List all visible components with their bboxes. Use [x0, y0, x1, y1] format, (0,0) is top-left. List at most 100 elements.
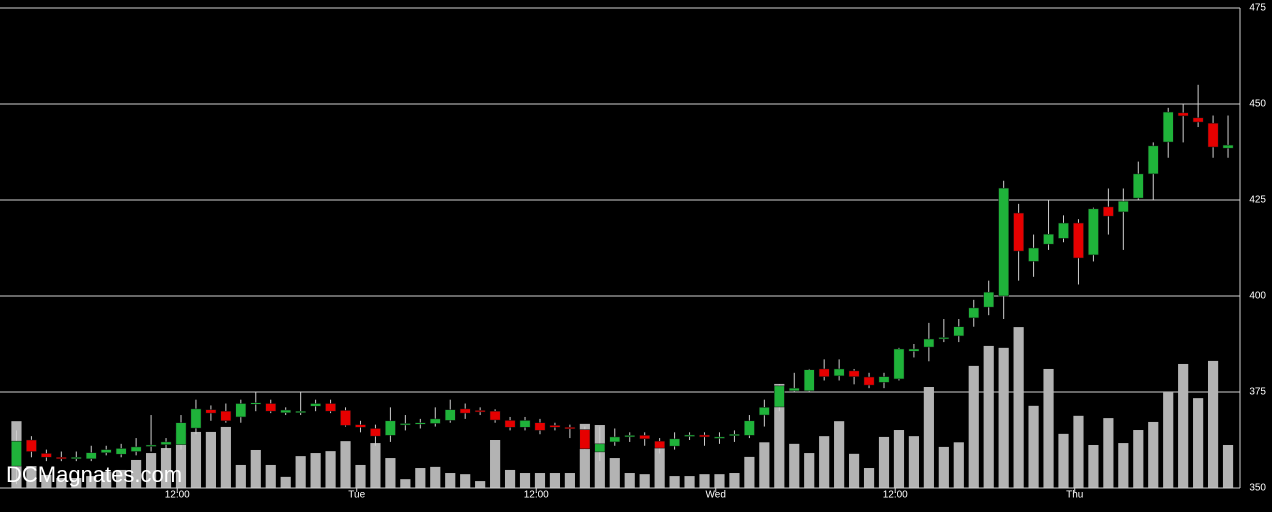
volume-bar — [415, 468, 426, 488]
volume-bar — [1222, 444, 1234, 488]
candle-body — [444, 409, 456, 421]
candle-body — [459, 408, 471, 414]
volume-bar — [340, 441, 351, 488]
volume-bar — [804, 453, 815, 488]
candle-body — [594, 443, 606, 453]
volume-bar — [265, 464, 276, 488]
candle-body — [1207, 122, 1219, 148]
volume-bar — [938, 446, 949, 488]
candle-body — [220, 410, 232, 422]
volume-bar — [519, 473, 531, 488]
volume-bar — [923, 387, 934, 488]
volume-bar — [1118, 443, 1129, 488]
volume-bar — [534, 473, 546, 488]
candle-body — [1043, 233, 1054, 245]
x-tick-label: Wed — [706, 490, 726, 501]
volume-bar — [205, 431, 216, 488]
candle-body — [1132, 173, 1144, 199]
volume-bar — [445, 473, 456, 488]
y-tick-label: 475 — [1249, 3, 1266, 14]
candle-body — [684, 434, 695, 437]
candle-body — [145, 444, 157, 447]
candle-body — [504, 420, 516, 428]
volume-bar — [355, 464, 366, 488]
candle-body — [41, 453, 52, 458]
candle-body — [714, 436, 725, 439]
candle-body — [639, 435, 651, 440]
volume-bar — [460, 474, 471, 488]
candle-body — [953, 326, 965, 337]
volume-bar — [1058, 433, 1069, 488]
volume-bar — [654, 448, 665, 488]
candle-body — [878, 376, 890, 383]
volume-bar — [1133, 430, 1144, 488]
candle-body — [355, 424, 366, 428]
candle-body — [968, 307, 980, 319]
volume-bar — [819, 436, 830, 488]
volume-bar — [684, 476, 695, 488]
candle-body — [265, 403, 277, 412]
volume-bar — [609, 458, 620, 488]
volume-bar — [490, 440, 501, 488]
candle-body — [923, 338, 935, 348]
candle-body — [85, 452, 97, 460]
candle-body — [818, 368, 830, 377]
candle-body — [609, 436, 621, 443]
volume-bar — [774, 383, 785, 488]
volume-bar — [759, 442, 770, 488]
volume-bar — [998, 347, 1009, 488]
volume-bar — [26, 466, 37, 488]
volume-bar — [131, 459, 142, 488]
candle-body — [624, 435, 636, 438]
volume-bar — [953, 442, 964, 488]
candle-body — [1058, 222, 1069, 239]
candle-body — [564, 427, 576, 430]
candle-body — [549, 425, 561, 428]
volume-bar — [190, 431, 202, 488]
volume-bar — [41, 474, 52, 488]
volume-bar — [400, 479, 411, 488]
volume-bar — [1163, 392, 1174, 488]
candle-body — [773, 385, 785, 408]
volume-bar — [834, 421, 845, 488]
volume-bar — [325, 451, 336, 488]
candle-body — [160, 441, 172, 445]
candle-body — [908, 348, 920, 352]
candle-body — [340, 410, 351, 426]
volume-bar — [56, 478, 67, 488]
candle-body — [429, 418, 441, 424]
candle-body — [235, 403, 247, 418]
candle-body — [100, 449, 112, 453]
volume-bar — [1148, 421, 1159, 488]
candle-body — [190, 408, 202, 429]
volume-bar — [101, 471, 112, 488]
volume-bar — [1103, 418, 1114, 488]
volume-bar — [1088, 444, 1099, 488]
candle-body — [26, 439, 37, 452]
volume-bar — [624, 473, 635, 488]
volume-bar — [878, 436, 890, 488]
volume-bar — [579, 423, 590, 488]
volume-bar — [983, 345, 994, 488]
candle-body — [729, 433, 740, 436]
candle-body — [325, 403, 336, 412]
volume-bar — [908, 436, 920, 488]
volume-bar — [235, 464, 246, 488]
candle-body — [1073, 222, 1084, 259]
candle-body — [295, 410, 306, 413]
candle-body — [788, 387, 800, 392]
volume-bar — [1193, 398, 1204, 488]
volume-bar — [699, 474, 710, 488]
volume-bar — [1028, 405, 1039, 488]
volume-bar — [1073, 415, 1084, 488]
y-tick-label: 450 — [1249, 99, 1266, 110]
candle-body — [400, 423, 411, 426]
volume-bar — [475, 481, 486, 488]
volume-bar — [849, 453, 860, 488]
volume-bar — [504, 469, 516, 488]
volume-bar — [280, 476, 291, 488]
volume-bar — [789, 443, 800, 488]
candle-body — [250, 402, 262, 405]
